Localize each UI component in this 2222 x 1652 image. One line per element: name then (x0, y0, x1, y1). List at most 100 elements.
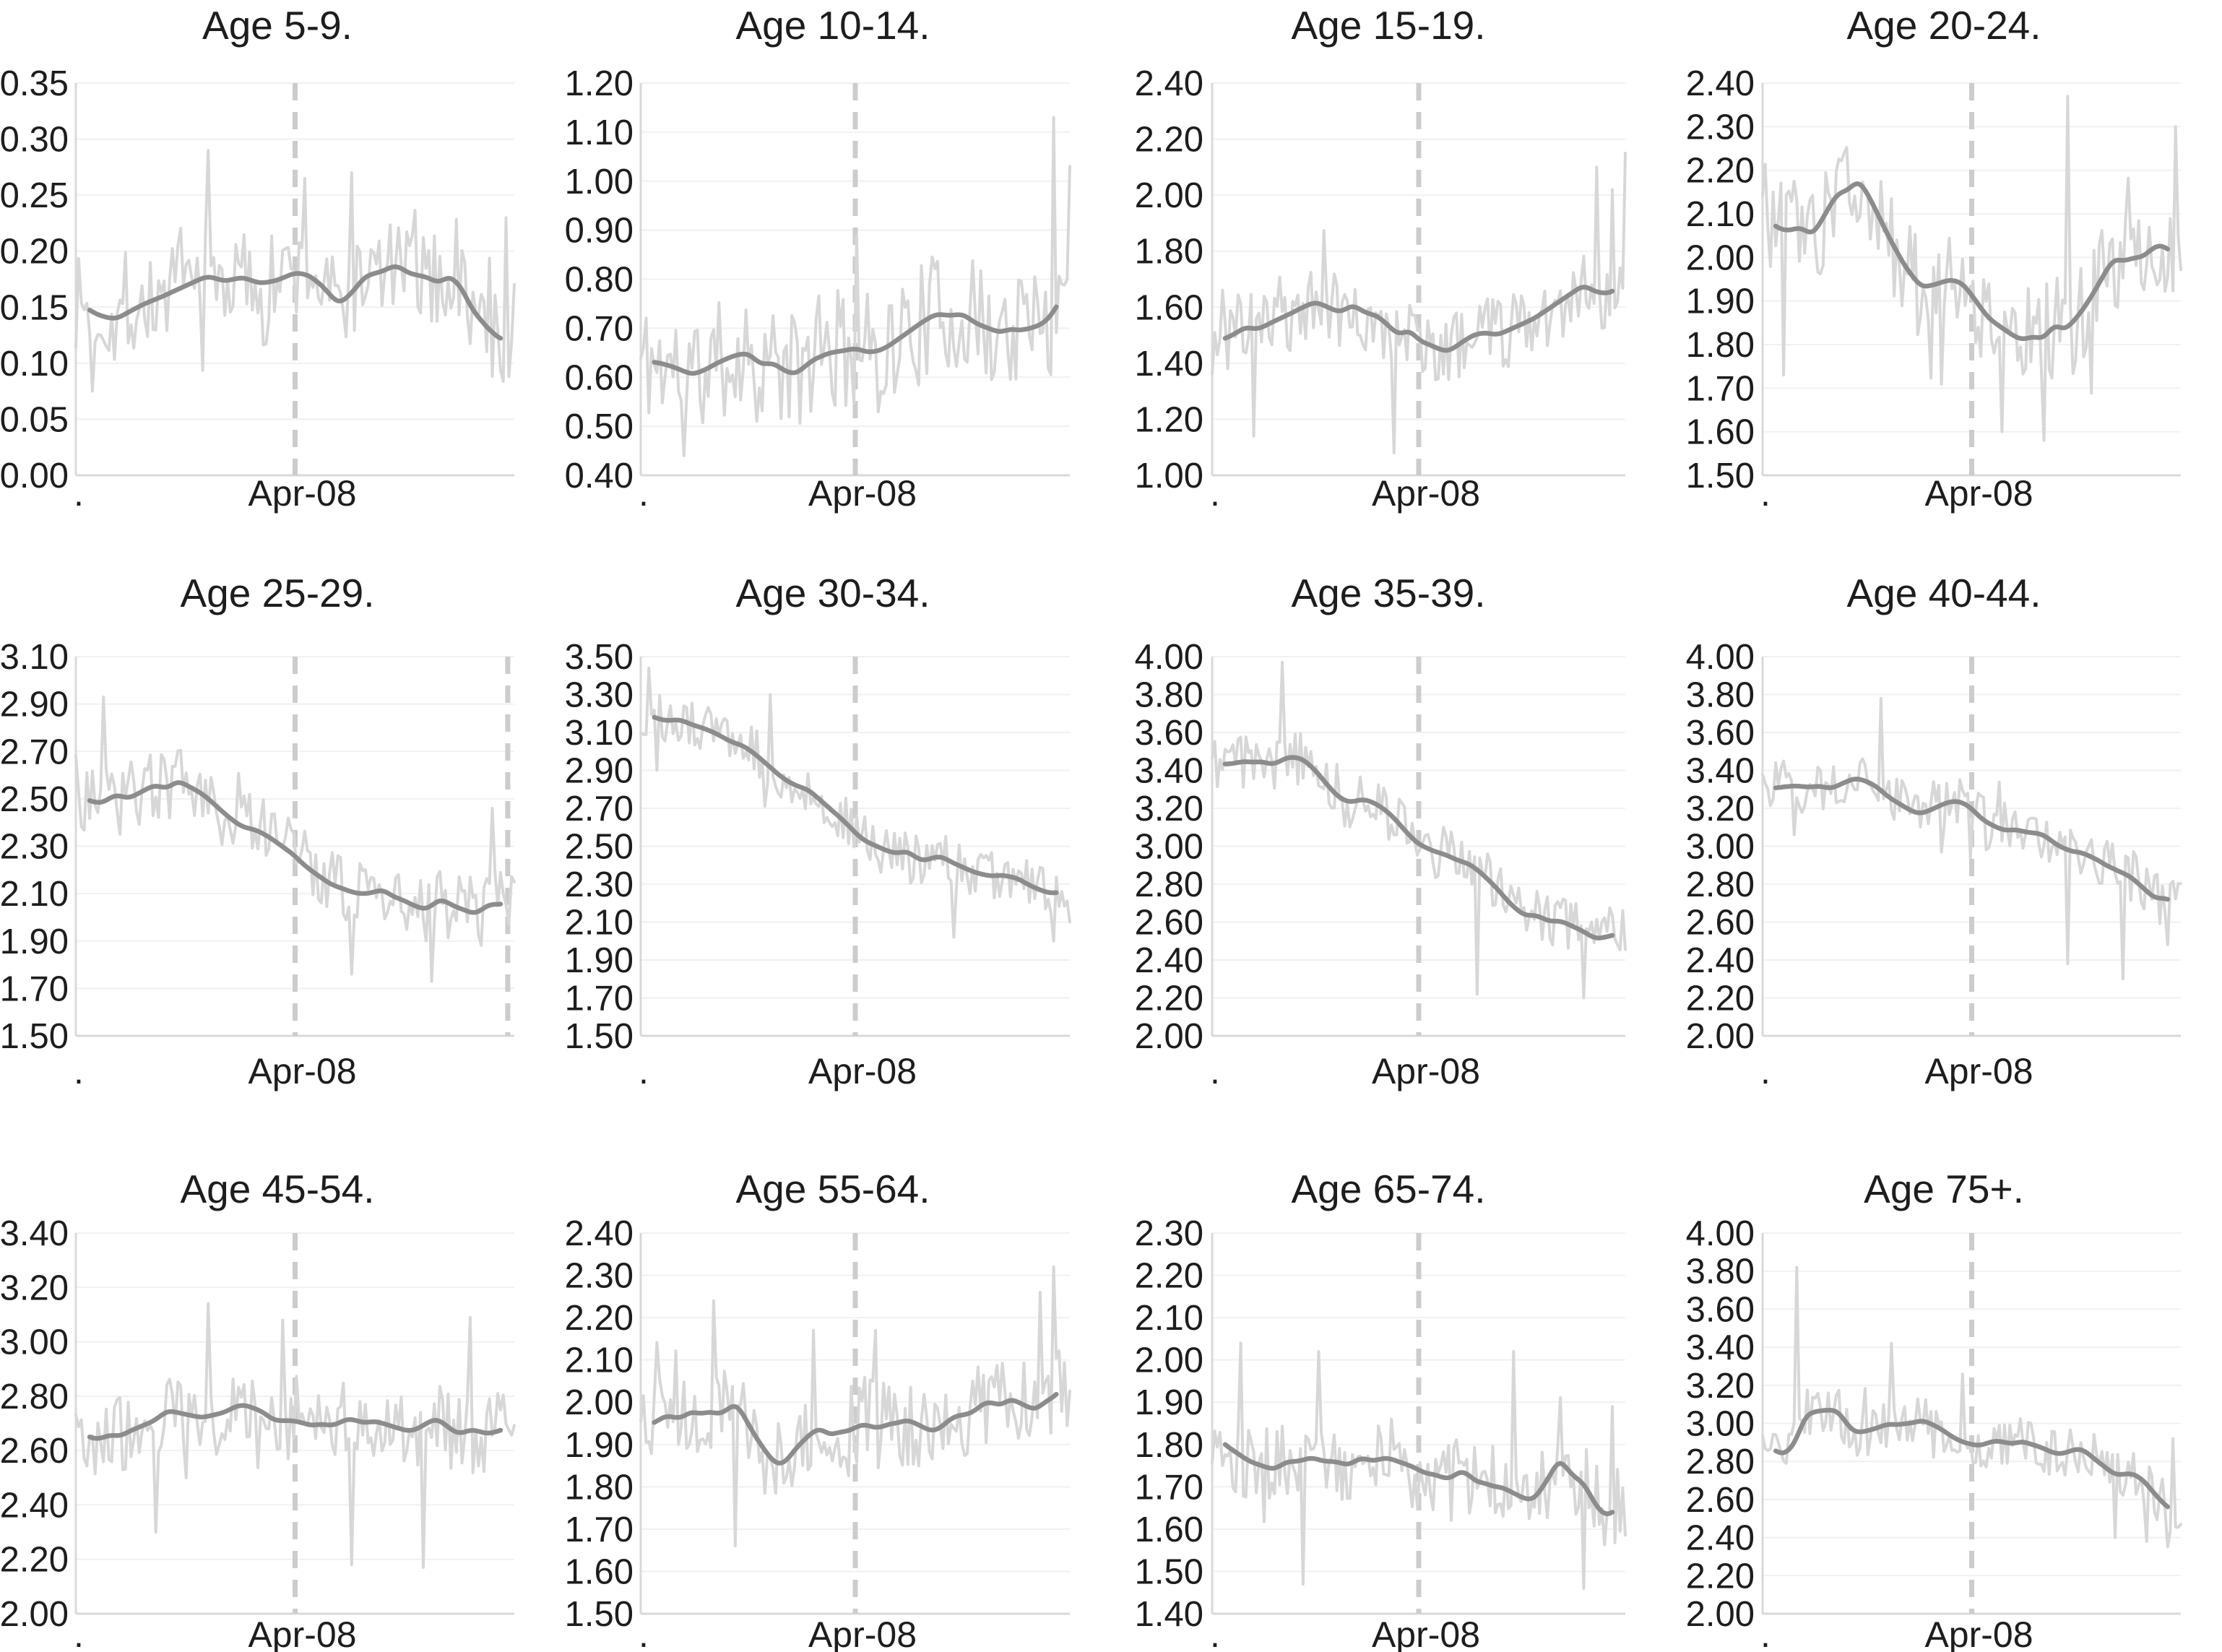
y-tick-label: 1.20 (1135, 400, 1203, 439)
y-tick-label: 2.60 (0, 1432, 69, 1471)
y-tick-label: 2.00 (1135, 176, 1203, 215)
y-tick-label: 2.80 (1686, 1443, 1755, 1482)
y-tick-label: 3.00 (1686, 828, 1755, 867)
y-tick-label: 2.40 (0, 1486, 69, 1525)
y-tick-label: 2.00 (1686, 238, 1755, 277)
y-tick-label: 0.40 (565, 457, 634, 496)
x-axis-label-center: Apr-08 (248, 1614, 356, 1652)
y-tick-label: 2.80 (1686, 865, 1755, 904)
y-tick-label: 0.30 (0, 121, 69, 160)
y-tick-label: 2.20 (0, 1541, 69, 1580)
panel-plot: Age 65-74.1.401.501.601.701.801.902.002.… (1135, 1167, 1627, 1652)
panel-title: Age 25-29. (180, 571, 374, 615)
panel-title: Age 15-19. (1291, 3, 1485, 48)
x-axis-label-center: Apr-08 (808, 473, 917, 514)
x-axis-label-center: Apr-08 (808, 1051, 917, 1091)
y-tick-label: 2.80 (0, 1378, 69, 1417)
trend-line (652, 1391, 1059, 1466)
y-tick-label: 2.60 (1686, 904, 1755, 943)
y-tick-label: 1.70 (565, 979, 634, 1019)
y-tick-label: 0.70 (565, 309, 634, 348)
panel-plot: Age 15-19. 1.00 1.20 1.40 1.60 1.80 2.00 2.20 2.… (1135, 3, 1627, 514)
y-tick-label: 1.50 (565, 1017, 634, 1056)
x-axis-label-left: . (1760, 1051, 1771, 1091)
trend-line (652, 304, 1059, 376)
panel-title: Age 55-64. (735, 1167, 930, 1211)
raw-series-line (1211, 660, 1627, 1000)
y-tick-label: 1.50 (0, 1017, 69, 1056)
y-tick-label: 1.90 (1686, 282, 1755, 321)
y-tick-label: 2.30 (1135, 1214, 1203, 1253)
y-tick-label: 0.35 (0, 64, 69, 103)
y-tick-label: 1.90 (0, 922, 69, 961)
chart-panel-age-55-64: Age 55-64. 1.50 1.60 1.70 1.80 1.90 2.00 2.10 2.… (556, 1101, 1111, 1652)
y-tick-label: 2.00 (0, 1595, 69, 1634)
trend-line (87, 780, 503, 915)
y-tick-label: 2.60 (1135, 904, 1203, 943)
y-tick-label: 2.10 (565, 1341, 634, 1380)
y-tick-label: 3.40 (1135, 752, 1203, 791)
y-tick-label: 3.40 (0, 1214, 69, 1253)
y-tick-label: 1.70 (1686, 369, 1755, 408)
y-tick-label: 2.00 (565, 1383, 634, 1422)
chart-panel-age-30-34: Age 30-34. 1.50 1.70 1.90 2.10 2.30 2.50 2.70 2.… (556, 549, 1111, 1101)
trend-line (652, 714, 1059, 896)
y-tick-label: 2.50 (0, 780, 69, 819)
y-tick-label: 2.10 (0, 875, 69, 914)
chart-panel-age-35-39: Age 35-39. 2.00 2.20 2.40 2.60 2.80 3.00 3.20 3.… (1111, 549, 1666, 1101)
panel-plot: Age 55-64.1.501.601.701.801.902.002.102.… (565, 1167, 1071, 1652)
trend-line (87, 1403, 503, 1441)
y-tick-label: 2.60 (1686, 1481, 1755, 1520)
y-tick-label: 3.00 (0, 1323, 69, 1362)
y-tick-label: 0.05 (0, 400, 69, 439)
raw-series-line (74, 695, 516, 983)
y-tick-label: 4.00 (1135, 638, 1203, 677)
x-axis-label-left: . (74, 473, 84, 514)
y-tick-label: 1.80 (1135, 1426, 1203, 1465)
y-tick-label: 3.10 (0, 638, 69, 677)
x-axis-label-center: Apr-08 (1924, 1614, 2033, 1652)
x-axis-label-left: . (1760, 473, 1771, 514)
y-tick-label: 1.10 (565, 113, 634, 152)
trend-line (1773, 181, 2171, 342)
raw-series-line (1761, 95, 2182, 442)
y-tick-label: 1.50 (565, 1595, 634, 1634)
panel-plot: Age 10-14. 0.40 0.50 0.60 0.70 0.80 0.90 1.00 1.… (565, 3, 1071, 514)
panel-plot: Age 25-29. 1.50 1.70 1.90 2.10 2.30 2.50 2.70 2.… (0, 571, 516, 1091)
chart-panel-age-20-24: Age 20-24. 1.50 1.60 1.70 1.80 1.90 2.00 2.10 2.… (1666, 0, 2222, 549)
y-tick-label: 2.80 (1135, 865, 1203, 904)
y-tick-label: 2.00 (1686, 1595, 1755, 1634)
y-tick-label: 1.70 (1135, 1468, 1203, 1507)
panel-plot: Age 35-39.2.002.202.402.602.803.003.203.… (1135, 571, 1627, 1091)
y-tick-label: 2.10 (1135, 1299, 1203, 1338)
y-tick-label: 2.10 (565, 904, 634, 943)
panel-title: Age 10-14. (735, 3, 930, 48)
y-tick-label: 2.00 (1135, 1017, 1203, 1056)
y-tick-label: 3.20 (1135, 790, 1203, 829)
panel-title: Age 5-9. (202, 3, 353, 48)
trend-line (1773, 777, 2171, 902)
raw-series-line (1761, 1266, 2182, 1549)
x-axis-label-center: Apr-08 (1372, 1051, 1480, 1091)
y-tick-label: 1.90 (1135, 1383, 1203, 1422)
y-tick-label: 2.40 (1686, 64, 1755, 103)
y-tick-label: 3.50 (565, 638, 634, 677)
y-tick-label: 2.00 (1135, 1341, 1203, 1380)
y-tick-label: 3.20 (1686, 790, 1755, 829)
y-tick-label: 2.20 (1686, 1557, 1755, 1596)
chart-panel-age-10-14: Age 10-14. 0.40 0.50 0.60 0.70 0.80 0.90 1.00 1.… (556, 0, 1111, 549)
y-tick-label: 2.40 (1686, 1519, 1755, 1558)
chart-panel-age-5-9: Age 5-9. 0.00 0.05 0.10 0.15 0.20 0.25 0.30 0.35… (0, 0, 556, 549)
x-axis-label-left: . (1760, 1614, 1771, 1652)
panel-title: Age 40-44. (1846, 571, 2041, 615)
y-tick-label: 2.30 (565, 1257, 634, 1296)
y-tick-label: 1.60 (565, 1552, 634, 1591)
x-axis-label-center: Apr-08 (1372, 473, 1480, 514)
panel-title: Age 45-54. (180, 1167, 374, 1211)
panel-title: Age 20-24. (1846, 3, 2041, 48)
y-tick-label: 1.00 (1135, 457, 1203, 496)
y-tick-label: 3.00 (1135, 828, 1203, 867)
x-axis-label-left: . (74, 1051, 84, 1091)
y-tick-label: 1.80 (565, 1468, 634, 1507)
panel-plot: Age 40-44.2.002.202.402.602.803.003.203.… (1686, 571, 2182, 1091)
